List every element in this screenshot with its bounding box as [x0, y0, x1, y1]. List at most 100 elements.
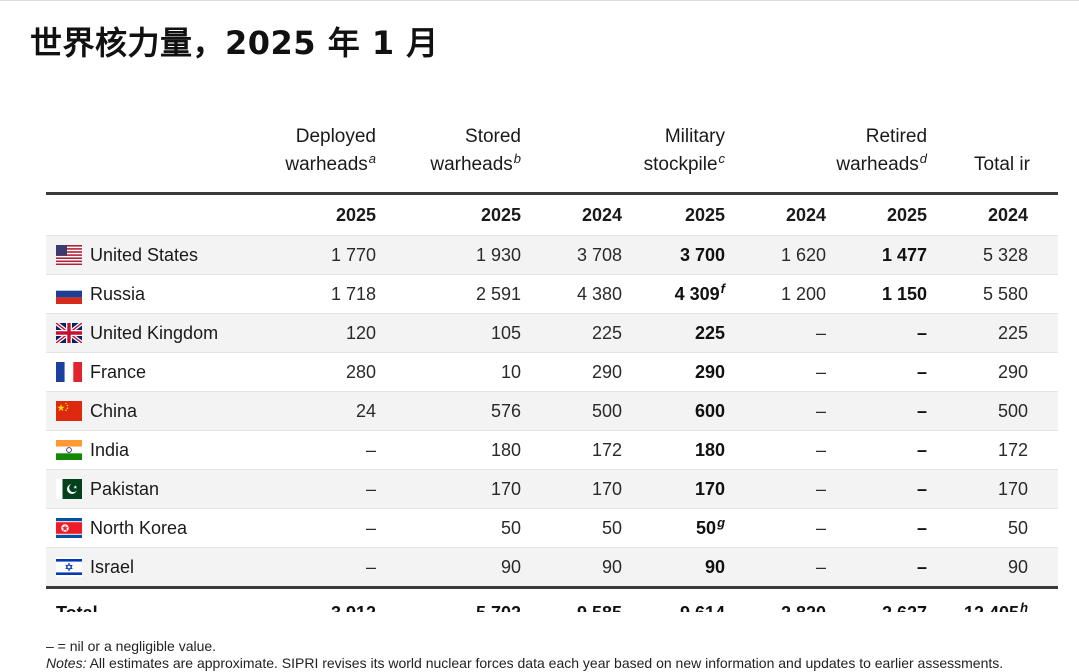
total-deployed: 3 912 [251, 588, 376, 613]
country-name: North Korea [90, 517, 188, 538]
cell-ret2024: – [725, 508, 827, 548]
cell-mil2025: 180 [622, 430, 726, 470]
country-name: France [90, 361, 147, 382]
retired-header-line2: warheads [836, 154, 919, 175]
cell-mil2024: 225 [521, 313, 622, 353]
cell-value: – [917, 361, 928, 382]
cell-value: 1 620 [780, 244, 827, 265]
cell-stored: 50 [376, 508, 521, 548]
country-cell: Pakistan [46, 469, 251, 509]
total-military-2024: 9 585 [521, 588, 622, 613]
cell-stored: 170 [376, 469, 521, 509]
country-cell: United Kingdom [46, 313, 251, 353]
cell-value: 105 [490, 322, 521, 343]
cell-stored: 105 [376, 313, 521, 353]
row-spacer [1028, 508, 1058, 548]
cell-value: – [917, 478, 928, 499]
cell-ret2025: – [826, 352, 928, 392]
notes-legend: – = nil or a negligible value. [46, 638, 217, 654]
china-flag-icon [56, 400, 82, 421]
cell-deployed: 120 [251, 313, 376, 353]
country-cell: France [46, 352, 251, 392]
cell-mil2025: 50g [622, 508, 726, 548]
cell-mil2024: 50 [521, 508, 622, 548]
footnote-b: b [513, 151, 521, 166]
cell-value: 90 [704, 556, 726, 577]
deployed-header-line1: Deployed [295, 126, 376, 147]
cell-mil2025: 290 [622, 352, 726, 392]
cell-deployed: – [251, 508, 376, 548]
country-name: India [90, 439, 130, 460]
cell-value: 2 591 [475, 283, 521, 304]
row-spacer [1028, 391, 1058, 431]
country-name: Pakistan [90, 478, 160, 499]
cell-stored: 576 [376, 391, 521, 431]
footnote-d: d [919, 151, 928, 166]
cell-value: 170 [997, 478, 1029, 499]
table-container: Deployed warheadsa Stored warheadsb Mili… [46, 100, 1058, 612]
notes-label: Notes: [46, 655, 87, 671]
country-name: United Kingdom [90, 322, 219, 343]
cell-value: 290 [694, 361, 726, 382]
table-row: China 24 576 500 600 – – 500 [46, 391, 1058, 431]
deployed-header-line2: warheads [285, 154, 368, 175]
country-name: Israel [90, 556, 135, 577]
total-military-2025: 9 614 [622, 588, 725, 613]
year-cell: 2025 [251, 193, 376, 236]
cell-value: 90 [601, 556, 622, 577]
cell-value: – [816, 439, 827, 460]
cell-mil2024: 3 708 [521, 235, 622, 275]
year-cell: 2024 [927, 193, 1029, 236]
country-cell: Russia [46, 274, 251, 314]
us-flag-icon [56, 244, 82, 265]
notes-text-line: Notes: All estimates are approximate. SI… [46, 655, 1046, 672]
stored-header-line1: Stored [465, 126, 521, 147]
cell-ret2025: – [826, 508, 928, 548]
cell-value: 576 [490, 400, 521, 421]
cell-value: 290 [997, 361, 1029, 382]
north-korea-flag-icon [56, 517, 82, 538]
country-cell: United States [46, 235, 251, 275]
cell-value: 3 708 [576, 244, 622, 265]
total-total-2024: 12 405h [927, 588, 1028, 613]
cell-total2024: 5 580 [927, 274, 1029, 314]
cell-value: 1 930 [475, 244, 521, 265]
cell-value: 500 [997, 400, 1029, 421]
cell-ret2024: 1 620 [725, 235, 827, 275]
year-cell: 2025 [622, 193, 726, 236]
cell-total2024: 50 [927, 508, 1029, 548]
footnote-a: a [368, 151, 376, 166]
year-header-row: 2025 2025 2024 2025 2024 2025 2024 [46, 193, 1058, 236]
cell-stored: 10 [376, 352, 521, 392]
year-cell: 2025 [826, 193, 928, 236]
footnote-h: h [1020, 599, 1029, 613]
military-header-line1: Military [664, 126, 726, 147]
top-divider [0, 0, 1079, 1]
cell-total2024: 225 [927, 313, 1029, 353]
cell-ret2025: 1 477 [826, 235, 928, 275]
country-name: Russia [90, 283, 146, 304]
year-cell: 2025 [376, 193, 521, 236]
cell-stored: 180 [376, 430, 521, 470]
cell-value: 5 580 [982, 283, 1029, 304]
row-spacer [1028, 313, 1058, 353]
column-header-row: Deployed warheadsa Stored warheadsb Mili… [46, 100, 1058, 195]
cell-deployed: 1 770 [251, 235, 376, 275]
footnote-f: f [720, 280, 726, 296]
france-flag-icon [56, 361, 82, 382]
russia-flag-icon [56, 283, 82, 304]
country-cell: China [46, 391, 251, 431]
country-name: China [90, 400, 138, 421]
cell-deployed: 1 718 [251, 274, 376, 314]
cell-value: – [816, 361, 827, 382]
cell-ret2024: – [725, 469, 827, 509]
row-spacer [1028, 430, 1058, 470]
cell-value: 172 [997, 439, 1029, 460]
row-spacer [1028, 352, 1058, 392]
cell-deployed: – [251, 469, 376, 509]
cell-value: 225 [997, 322, 1029, 343]
total-retired-2024: 2 820 [725, 588, 826, 613]
cell-value: 1 718 [330, 283, 376, 304]
cell-deployed: 24 [251, 391, 376, 431]
cell-value: – [365, 478, 376, 499]
